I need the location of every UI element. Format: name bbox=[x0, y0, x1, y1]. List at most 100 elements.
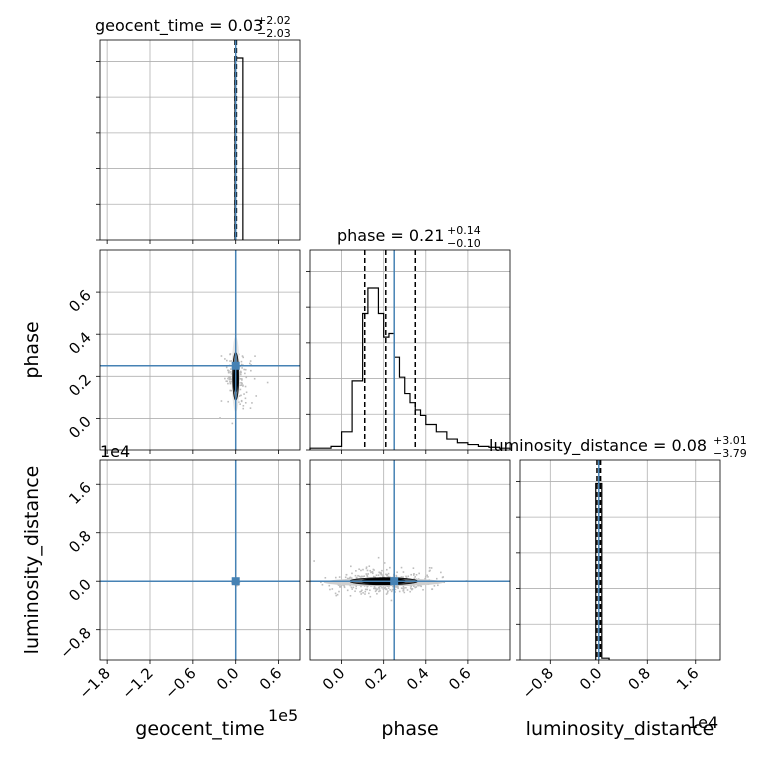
scatter-point bbox=[396, 571, 398, 574]
scatter-point bbox=[253, 377, 256, 380]
scatter-point bbox=[370, 571, 372, 574]
scatter-points bbox=[219, 347, 269, 425]
scatter-point bbox=[371, 571, 374, 573]
histogram-steps bbox=[595, 482, 610, 660]
title-luminosity-distance-minus: −3.79 bbox=[713, 447, 747, 460]
scatter-point bbox=[400, 587, 403, 590]
scatter-point bbox=[365, 566, 368, 569]
scatter-point bbox=[402, 590, 404, 592]
title-geocent-time: geocent_time = 0.03 +2.02 −2.03 bbox=[95, 14, 291, 40]
title-phase: phase = 0.21 +0.14 −0.10 bbox=[337, 224, 481, 250]
scatter-point bbox=[361, 589, 363, 592]
scatter-point bbox=[366, 574, 368, 577]
scatter-point bbox=[349, 576, 352, 579]
scatter-point bbox=[403, 587, 405, 589]
panel-hist-luminosity-distance: −0.8 0.0 0.8 1.6 bbox=[516, 459, 721, 703]
panel-frame bbox=[99, 39, 301, 241]
scatter-point bbox=[335, 594, 338, 597]
panel-2d-phase-luminosity-distance: 0.0 0.2 0.4 0.6 bbox=[306, 459, 511, 694]
scatter-point bbox=[240, 381, 243, 384]
scatter-point bbox=[230, 389, 233, 392]
title-geocent-time-plus: +2.02 bbox=[257, 14, 291, 27]
scatter-point bbox=[227, 400, 229, 403]
scatter-point bbox=[240, 373, 242, 376]
title-luminosity-distance-main: luminosity_distance = 0.08 bbox=[489, 436, 707, 456]
scatter-point bbox=[244, 385, 247, 388]
truth-marker bbox=[231, 361, 240, 370]
scatter-point bbox=[373, 569, 375, 571]
scatter-point bbox=[405, 577, 408, 579]
scatter-point bbox=[337, 584, 340, 586]
panel-2d-geocent-time-luminosity-distance: −1.8 −1.2 −0.6 0.0 0.6 −0.8 0.0 0.8 1.6 bbox=[56, 459, 301, 703]
x-axis-label-phase: phase bbox=[381, 718, 438, 740]
scatter-point bbox=[229, 382, 232, 385]
scatter-point bbox=[228, 376, 231, 379]
scatter-point bbox=[386, 573, 388, 576]
scatter-point bbox=[427, 576, 429, 578]
scatter-point bbox=[360, 575, 363, 578]
x-tick-label-1: 0.2 bbox=[361, 664, 391, 694]
scatter-point bbox=[351, 588, 354, 590]
x-tick-label-3: 0.6 bbox=[445, 664, 475, 694]
scatter-point bbox=[230, 378, 232, 381]
title-phase-plus: +0.14 bbox=[447, 224, 481, 237]
scatter-point bbox=[242, 404, 245, 407]
scatter-point bbox=[420, 585, 422, 588]
scatter-point bbox=[422, 588, 424, 591]
scatter-point bbox=[386, 574, 388, 577]
scatter-point bbox=[428, 570, 431, 572]
truth-marker bbox=[231, 577, 240, 586]
scatter-point bbox=[397, 587, 399, 590]
scatter-point bbox=[358, 568, 360, 570]
scatter-point bbox=[255, 395, 258, 397]
x-tick-label-2: 0.4 bbox=[403, 664, 433, 694]
scatter-point bbox=[374, 587, 376, 590]
scatter-point bbox=[328, 584, 331, 587]
title-phase-minus: −0.10 bbox=[447, 237, 481, 250]
scatter-point bbox=[241, 378, 243, 380]
x-tick-label-0: 0.0 bbox=[319, 664, 349, 694]
scatter-point bbox=[224, 358, 226, 360]
scatter-point bbox=[250, 364, 252, 366]
scatter-point bbox=[220, 355, 223, 357]
scatter-point bbox=[389, 566, 391, 569]
scatter-point bbox=[230, 373, 233, 375]
scatter-point bbox=[359, 590, 361, 593]
scatter-point bbox=[354, 590, 356, 593]
scatter-point bbox=[373, 587, 375, 590]
scatter-point bbox=[336, 593, 339, 596]
scatter-point bbox=[402, 576, 404, 578]
scatter-point bbox=[366, 588, 369, 591]
scatter-point bbox=[227, 377, 229, 380]
x-tick-label-0: −0.8 bbox=[519, 664, 557, 702]
scatter-point bbox=[394, 588, 397, 591]
x-axis-label-luminosity-distance: luminosity_distance bbox=[526, 718, 715, 740]
y-tick-label-2: 0.4 bbox=[65, 328, 95, 358]
scatter-point bbox=[424, 577, 426, 580]
scatter-point bbox=[360, 569, 362, 572]
scatter-point bbox=[249, 407, 252, 409]
scatter-point bbox=[386, 592, 389, 594]
scatter-point bbox=[240, 400, 243, 403]
scatter-point bbox=[379, 590, 381, 592]
panel-2d-geocent-time-phase: 0.0 0.2 0.4 0.6 bbox=[65, 249, 301, 454]
scatter-point bbox=[387, 590, 389, 592]
scatter-point bbox=[242, 407, 245, 410]
scatter-point bbox=[412, 567, 415, 569]
density-layer bbox=[100, 460, 300, 660]
scatter-point bbox=[368, 592, 370, 595]
scatter-point bbox=[410, 587, 413, 590]
scatter-point bbox=[394, 591, 396, 593]
scatter-point bbox=[410, 573, 412, 576]
x-tick-label-2: −0.6 bbox=[161, 664, 199, 702]
panel-frame bbox=[309, 249, 511, 451]
scatter-point bbox=[226, 359, 228, 362]
scatter-point bbox=[363, 575, 366, 578]
panel-frame bbox=[309, 459, 511, 661]
scatter-point bbox=[227, 382, 229, 385]
y-tick-label-1: 0.0 bbox=[65, 575, 95, 605]
scatter-point bbox=[225, 380, 228, 383]
scatter-point bbox=[331, 588, 334, 590]
scatter-point bbox=[354, 574, 357, 577]
scatter-point bbox=[419, 584, 422, 587]
